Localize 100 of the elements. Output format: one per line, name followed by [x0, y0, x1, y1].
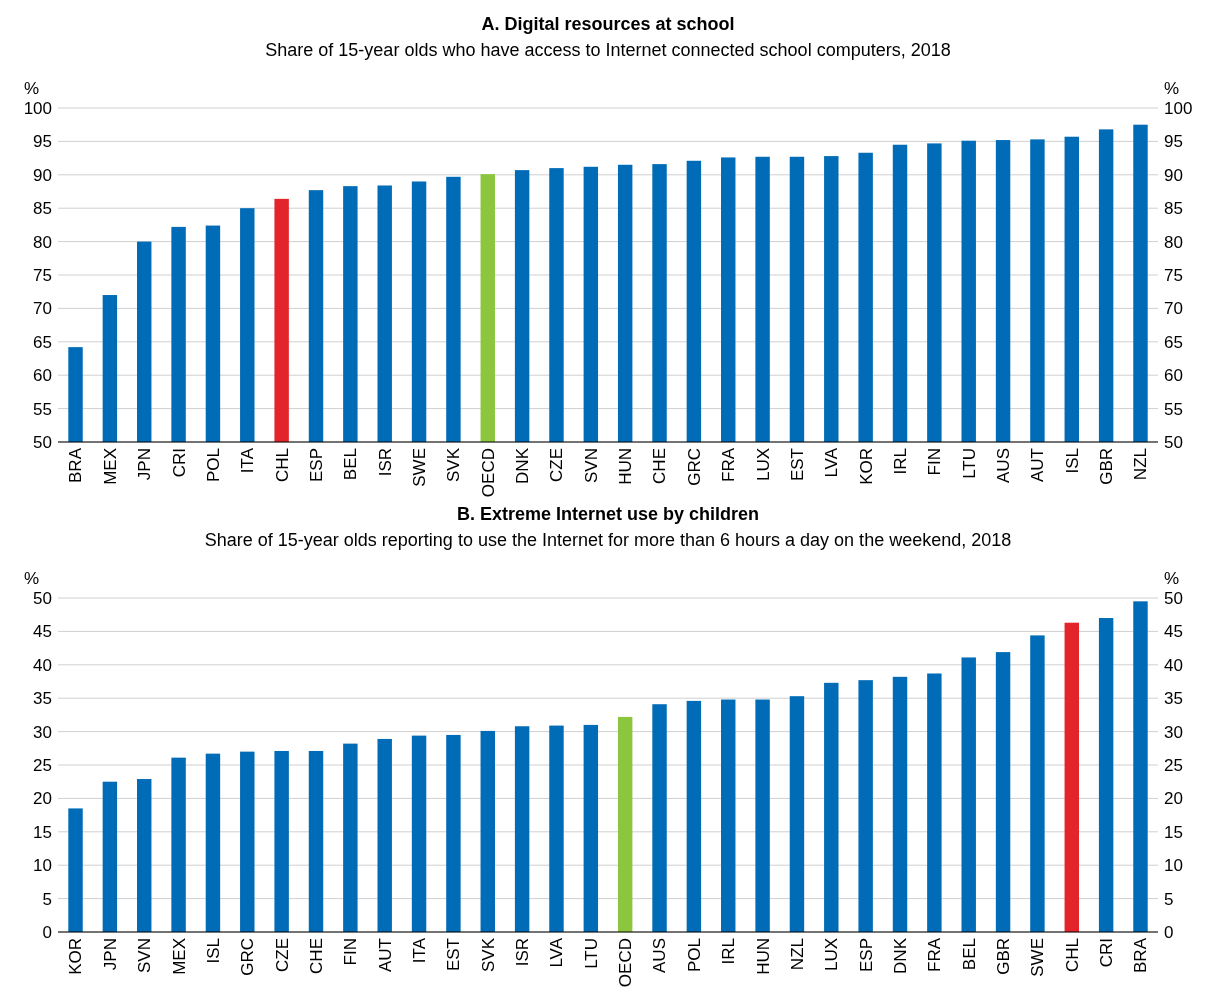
- y-tick-label: 30: [33, 722, 52, 742]
- x-tick-label: FIN: [925, 448, 945, 476]
- y-tick-label: 35: [33, 689, 52, 709]
- x-tick-label: GBR: [1097, 448, 1117, 485]
- bar: [892, 676, 908, 932]
- bar: [1030, 635, 1045, 932]
- x-tick-label: CRI: [1097, 938, 1117, 968]
- bar: [927, 673, 942, 932]
- y-tick-label: 65: [33, 332, 52, 352]
- chart-subtitle: Share of 15-year olds who have access to Internet connected school computers, 2018: [265, 40, 951, 60]
- y2-axis-title: %: [1164, 79, 1180, 98]
- x-tick-label: ITA: [238, 447, 258, 474]
- y-tick-label: 50: [33, 432, 52, 452]
- y-tick-label: 15: [33, 822, 52, 842]
- y-axis-title: %: [24, 79, 40, 98]
- x-tick-label: EST: [787, 448, 807, 482]
- x-tick-label: EST: [444, 938, 464, 972]
- x-tick-label: FIN: [341, 938, 361, 966]
- y-tick-label: 70: [33, 299, 52, 319]
- x-tick-label: AUT: [1028, 448, 1048, 482]
- x-tick-label: SVN: [135, 938, 155, 973]
- bar: [480, 730, 495, 932]
- y-tick-label: 75: [33, 265, 52, 285]
- x-tick-label: SWE: [410, 448, 430, 487]
- y2-tick-label: 95: [1164, 132, 1183, 152]
- bar: [411, 735, 427, 932]
- bar: [755, 699, 770, 932]
- bar: [995, 652, 1011, 932]
- y2-tick-label: 90: [1164, 165, 1183, 185]
- y2-tick-label: 70: [1164, 299, 1183, 319]
- y2-tick-label: 85: [1164, 199, 1183, 219]
- x-tick-label: CRI: [169, 448, 189, 478]
- x-tick-label: CHL: [272, 448, 292, 483]
- bar: [205, 753, 221, 932]
- bar: [240, 751, 255, 932]
- bar: [308, 750, 324, 932]
- x-tick-label: CZE: [272, 938, 292, 972]
- x-tick-label: ISL: [1062, 448, 1082, 474]
- x-tick-label: SWE: [1028, 938, 1048, 977]
- bar: [961, 657, 976, 932]
- x-tick-label: ITA: [410, 937, 430, 964]
- x-tick-label: POL: [203, 448, 223, 483]
- y-axis-title: %: [24, 569, 40, 588]
- bar: [102, 781, 118, 932]
- y2-tick-label: 45: [1164, 622, 1183, 642]
- y2-axis-title: %: [1164, 569, 1180, 588]
- y-tick-label: 5: [42, 889, 52, 909]
- x-tick-label: HUN: [616, 448, 636, 485]
- y2-tick-label: 55: [1164, 399, 1183, 419]
- y-tick-label: 45: [33, 622, 52, 642]
- bar: [824, 682, 839, 932]
- bar: [583, 724, 599, 932]
- x-tick-label: JPN: [135, 448, 155, 481]
- y-tick-label: 50: [33, 588, 52, 608]
- x-tick-label: ESP: [306, 448, 326, 483]
- y2-tick-label: 0: [1164, 922, 1174, 942]
- x-tick-label: FRA: [719, 447, 739, 482]
- x-tick-label: ISR: [375, 448, 395, 477]
- y-tick-label: 95: [33, 132, 52, 152]
- y-tick-label: 0: [42, 922, 52, 942]
- bar: [171, 757, 186, 932]
- x-tick-label: CZE: [547, 448, 567, 482]
- x-tick-label: NZL: [1131, 448, 1151, 481]
- bar: [514, 726, 530, 932]
- y-tick-label: 10: [33, 856, 52, 876]
- bar: [274, 750, 289, 932]
- x-tick-label: DNK: [513, 447, 533, 484]
- y2-tick-label: 50: [1164, 432, 1183, 452]
- y2-tick-label: 15: [1164, 822, 1183, 842]
- x-tick-label: SVK: [478, 937, 498, 973]
- y-tick-label: 55: [33, 399, 52, 419]
- bar: [617, 716, 633, 932]
- x-tick-label: LVA: [547, 937, 567, 968]
- chart-title: B. Extreme Internet use by children: [456, 504, 760, 524]
- y2-tick-label: 35: [1164, 689, 1183, 709]
- x-tick-label: CHL: [1062, 938, 1082, 973]
- x-tick-label: JPN: [100, 938, 120, 971]
- x-tick-label: IRL: [719, 938, 739, 965]
- x-tick-label: GRC: [238, 938, 258, 976]
- bar: [652, 704, 667, 932]
- bar: [446, 734, 461, 932]
- x-tick-label: LTU: [581, 938, 601, 969]
- x-tick-label: BRA: [1131, 937, 1151, 973]
- y2-tick-label: 25: [1164, 755, 1183, 775]
- y-tick-label: 60: [33, 366, 52, 386]
- chart-title: A. Digital resources at school: [481, 14, 735, 34]
- bar: [1098, 618, 1114, 932]
- x-tick-label: GRC: [684, 448, 704, 486]
- y2-tick-label: 65: [1164, 332, 1183, 352]
- bar: [68, 808, 83, 932]
- y-tick-label: 20: [33, 789, 52, 809]
- x-tick-label: OECD: [616, 938, 636, 988]
- y2-tick-label: 5: [1164, 889, 1174, 909]
- bar: [721, 699, 736, 932]
- bar: [377, 738, 392, 932]
- bar: [789, 696, 805, 932]
- x-tick-label: LTU: [959, 448, 979, 479]
- x-tick-label: ESP: [856, 938, 876, 973]
- bar: [686, 700, 702, 932]
- y-tick-label: 85: [33, 199, 52, 219]
